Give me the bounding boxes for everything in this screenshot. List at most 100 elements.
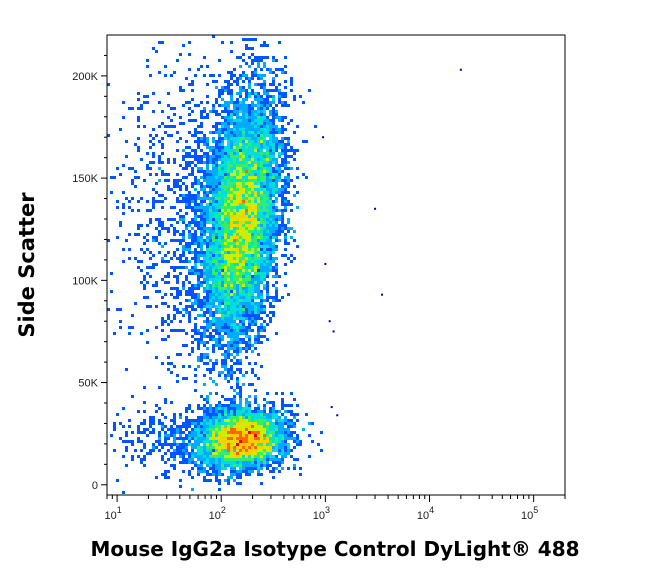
- density-cell: [209, 230, 212, 233]
- density-cell: [251, 413, 254, 416]
- density-cell: [257, 155, 260, 158]
- density-cell: [254, 161, 257, 164]
- density-cell: [206, 161, 209, 164]
- density-cell: [263, 185, 266, 188]
- density-cell: [263, 275, 266, 278]
- density-cell: [182, 440, 185, 443]
- density-cell: [260, 152, 263, 155]
- density-cell: [209, 176, 212, 179]
- density-cell: [275, 446, 278, 449]
- density-cell: [224, 251, 227, 254]
- density-cell: [278, 146, 281, 149]
- density-cell: [248, 146, 251, 149]
- density-cell: [200, 455, 203, 458]
- density-cell: [224, 281, 227, 284]
- density-cell: [143, 287, 146, 290]
- density-cell: [245, 74, 248, 77]
- density-cell: [215, 233, 218, 236]
- density-cell: [134, 449, 137, 452]
- density-cell: [263, 110, 266, 113]
- density-cell: [260, 413, 263, 416]
- density-cell: [227, 314, 230, 317]
- density-cell: [218, 128, 221, 131]
- density-cell: [185, 377, 188, 380]
- density-cell: [197, 344, 200, 347]
- density-cell: [143, 422, 146, 425]
- density-cell: [215, 341, 218, 344]
- density-cell: [194, 263, 197, 266]
- density-cell: [266, 428, 269, 431]
- density-cell: [182, 422, 185, 425]
- density-cell: [293, 194, 296, 197]
- density-cell: [257, 446, 260, 449]
- density-cell: [251, 443, 254, 446]
- density-cell: [221, 416, 224, 419]
- density-cell: [272, 89, 275, 92]
- density-cell: [272, 269, 275, 272]
- density-cell: [221, 236, 224, 239]
- density-cell: [206, 242, 209, 245]
- density-cell: [218, 281, 221, 284]
- density-cell: [281, 200, 284, 203]
- density-cell: [239, 131, 242, 134]
- density-cell: [200, 122, 203, 125]
- density-cell: [206, 215, 209, 218]
- density-cell: [170, 401, 173, 404]
- density-cell: [200, 215, 203, 218]
- density-cell: [239, 260, 242, 263]
- density-cell: [203, 428, 206, 431]
- density-cell: [257, 56, 260, 59]
- density-cell: [230, 410, 233, 413]
- density-cell: [254, 170, 257, 173]
- density-cell: [143, 101, 146, 104]
- density-cell: [146, 101, 149, 104]
- density-cell: [257, 332, 260, 335]
- density-cell: [266, 158, 269, 161]
- density-cell: [188, 161, 191, 164]
- density-cell: [242, 137, 245, 140]
- density-cell: [224, 359, 227, 362]
- density-cell: [122, 407, 125, 410]
- density-cell: [275, 113, 278, 116]
- density-cell: [212, 443, 215, 446]
- density-cell: [266, 296, 269, 299]
- density-cell: [227, 329, 230, 332]
- density-cell: [263, 134, 266, 137]
- density-cell: [221, 155, 224, 158]
- density-cell: [260, 98, 263, 101]
- density-cell: [260, 233, 263, 236]
- density-cell: [179, 260, 182, 263]
- density-cell: [149, 161, 152, 164]
- density-cell: [233, 371, 236, 374]
- density-cell: [248, 239, 251, 242]
- density-cell: [161, 413, 164, 416]
- density-cell: [161, 110, 164, 113]
- density-cell: [122, 191, 125, 194]
- density-cell: [269, 239, 272, 242]
- density-cell: [173, 107, 176, 110]
- density-cell: [251, 182, 254, 185]
- density-cell: [122, 260, 125, 263]
- density-cell: [245, 110, 248, 113]
- density-cell: [281, 212, 284, 215]
- density-cell: [224, 80, 227, 83]
- density-cell: [233, 206, 236, 209]
- density-cell: [227, 179, 230, 182]
- density-cell: [212, 416, 215, 419]
- density-cell: [293, 464, 296, 467]
- density-cell: [236, 263, 239, 266]
- density-cell: [215, 443, 218, 446]
- density-cell: [242, 86, 245, 89]
- density-cell: [245, 293, 248, 296]
- density-cell: [221, 428, 224, 431]
- density-cell: [146, 239, 149, 242]
- density-cell: [269, 146, 272, 149]
- density-cell: [194, 119, 197, 122]
- density-cell: [245, 143, 248, 146]
- density-cell: [254, 431, 257, 434]
- density-cell: [275, 248, 278, 251]
- density-cell: [197, 68, 200, 71]
- density-cell: [218, 437, 221, 440]
- density-cell: [272, 149, 275, 152]
- density-cell: [224, 101, 227, 104]
